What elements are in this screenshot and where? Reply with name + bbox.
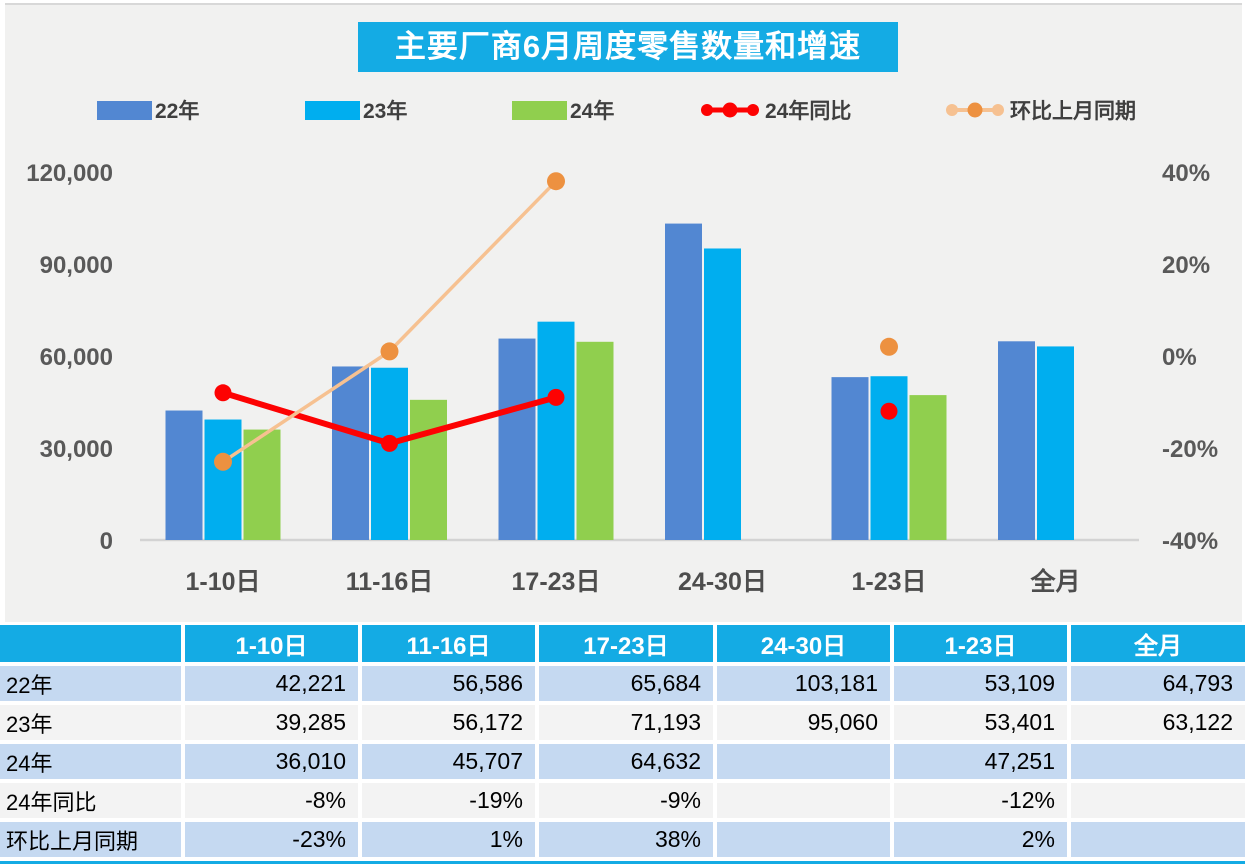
row-label: 22年 <box>0 666 185 705</box>
legend-item-23: 23年 <box>305 98 408 123</box>
cell: -8% <box>185 783 362 822</box>
col-header: 全月 <box>1071 625 1245 666</box>
legend-item-mom: 环比上月同期 <box>943 98 1136 123</box>
table-row-23: 23年 39,285 56,172 71,193 95,060 53,401 6… <box>0 705 1245 744</box>
col-header: 11-16日 <box>362 625 539 666</box>
cell: 71,193 <box>539 705 717 744</box>
cell: 95,060 <box>717 705 894 744</box>
cell: 47,251 <box>894 744 1071 783</box>
table-row-yoy: 24年同比 -8% -19% -9% -12% <box>0 783 1245 822</box>
table-header-row: 1-10日 11-16日 17-23日 24-30日 1-23日 全月 <box>0 625 1245 666</box>
table-row-24: 24年 36,010 45,707 64,632 47,251 <box>0 744 1245 783</box>
mom-line-legend-icon <box>946 102 1004 118</box>
bar-23-swatch <box>305 100 360 120</box>
bar-24-swatch <box>512 100 567 120</box>
cell <box>717 744 894 783</box>
cell: -9% <box>539 783 717 822</box>
col-header: 1-23日 <box>894 625 1071 666</box>
bottom-accent-strip <box>0 861 1245 864</box>
table-row-22: 22年 42,221 56,586 65,684 103,181 53,109 … <box>0 666 1245 705</box>
cell: 45,707 <box>362 744 539 783</box>
cell: 103,181 <box>717 666 894 705</box>
col-header: 17-23日 <box>539 625 717 666</box>
legend-label: 22年 <box>155 100 200 123</box>
table-corner-cell <box>0 625 185 666</box>
chart-legend: 22年 23年 24年 24年同比 环比上月 <box>0 98 1245 126</box>
legend-item-24: 24年 <box>512 98 615 123</box>
legend-label: 24年同比 <box>765 100 852 123</box>
cell: 42,221 <box>185 666 362 705</box>
cell: 56,172 <box>362 705 539 744</box>
cell <box>1071 822 1245 861</box>
cell: -19% <box>362 783 539 822</box>
cell: 53,401 <box>894 705 1071 744</box>
cell: 63,122 <box>1071 705 1245 744</box>
row-label: 23年 <box>0 705 185 744</box>
data-table: 1-10日 11-16日 17-23日 24-30日 1-23日 全月 22年 … <box>0 625 1245 861</box>
cell: 56,586 <box>362 666 539 705</box>
cell: 39,285 <box>185 705 362 744</box>
legend-item-yoy: 24年同比 <box>698 98 852 123</box>
bar-22-swatch <box>97 100 152 120</box>
table-row-mom: 环比上月同期 -23% 1% 38% 2% <box>0 822 1245 861</box>
row-label: 24年同比 <box>0 783 185 822</box>
cell: 65,684 <box>539 666 717 705</box>
legend-label: 24年 <box>570 100 615 123</box>
yoy-line-legend-icon <box>701 102 759 118</box>
row-label: 环比上月同期 <box>0 822 185 861</box>
cell: 64,793 <box>1071 666 1245 705</box>
cell <box>717 783 894 822</box>
row-label: 24年 <box>0 744 185 783</box>
legend-label: 23年 <box>363 100 408 123</box>
cell: 64,632 <box>539 744 717 783</box>
cell: 1% <box>362 822 539 861</box>
legend-label: 环比上月同期 <box>1010 100 1136 123</box>
cell <box>1071 783 1245 822</box>
legend-item-22: 22年 <box>97 98 200 123</box>
col-header: 24-30日 <box>717 625 894 666</box>
cell <box>1071 744 1245 783</box>
cell: 53,109 <box>894 666 1071 705</box>
cell: -23% <box>185 822 362 861</box>
cell: 2% <box>894 822 1071 861</box>
cell: -12% <box>894 783 1071 822</box>
col-header: 1-10日 <box>185 625 362 666</box>
chart-title: 主要厂商6月周度零售数量和增速 <box>358 22 898 72</box>
cell: 38% <box>539 822 717 861</box>
cell <box>717 822 894 861</box>
cell: 36,010 <box>185 744 362 783</box>
